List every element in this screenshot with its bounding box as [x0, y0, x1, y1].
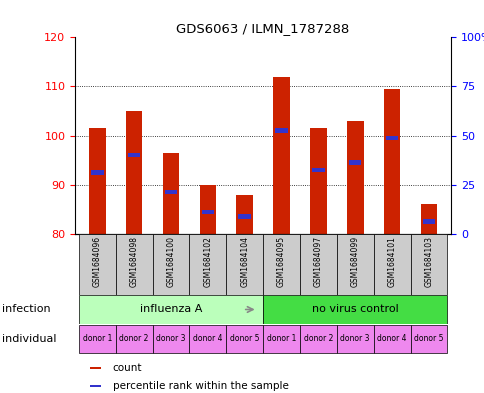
Bar — [383, 89, 400, 234]
Text: GSM1684103: GSM1684103 — [424, 236, 433, 286]
Text: no virus control: no virus control — [311, 305, 398, 314]
Text: donor 2: donor 2 — [303, 334, 333, 343]
Bar — [189, 234, 226, 295]
Bar — [409, 325, 446, 353]
Bar — [128, 153, 140, 158]
Bar — [199, 185, 216, 234]
Bar — [162, 153, 179, 234]
Text: percentile rank within the sample: percentile rank within the sample — [112, 381, 288, 391]
Bar — [116, 234, 152, 295]
Text: individual: individual — [2, 334, 57, 344]
Bar — [226, 325, 262, 353]
Text: donor 4: donor 4 — [193, 334, 222, 343]
Bar — [236, 195, 253, 234]
Bar — [89, 128, 106, 234]
Bar — [312, 168, 324, 172]
Bar — [90, 385, 101, 387]
Text: GSM1684101: GSM1684101 — [387, 236, 396, 286]
Bar — [152, 325, 189, 353]
Text: donor 4: donor 4 — [377, 334, 406, 343]
Bar — [299, 234, 336, 295]
Bar — [189, 325, 226, 353]
Bar — [262, 325, 299, 353]
Text: donor 5: donor 5 — [229, 334, 259, 343]
Bar — [309, 128, 326, 234]
Bar — [409, 234, 446, 295]
Bar — [346, 121, 363, 234]
Text: donor 1: donor 1 — [266, 334, 296, 343]
Bar — [201, 209, 213, 214]
Bar — [79, 296, 262, 324]
Text: donor 1: donor 1 — [82, 334, 112, 343]
Text: GSM1684096: GSM1684096 — [92, 236, 102, 287]
Text: influenza A: influenza A — [139, 305, 202, 314]
Bar — [420, 204, 437, 234]
Text: donor 5: donor 5 — [413, 334, 443, 343]
Text: GSM1684098: GSM1684098 — [129, 236, 138, 286]
Bar — [238, 215, 250, 219]
Bar — [125, 111, 142, 234]
Bar — [262, 296, 446, 324]
Text: GSM1684095: GSM1684095 — [276, 236, 286, 287]
Bar — [373, 325, 409, 353]
Bar — [348, 160, 361, 165]
Text: GSM1684102: GSM1684102 — [203, 236, 212, 286]
Bar — [152, 234, 189, 295]
Text: count: count — [112, 363, 142, 373]
Bar — [90, 367, 101, 369]
Bar — [91, 170, 103, 174]
Bar — [79, 325, 116, 353]
Bar — [373, 234, 409, 295]
Bar — [385, 136, 397, 140]
Bar — [226, 234, 262, 295]
Bar — [336, 234, 373, 295]
Bar — [79, 234, 116, 295]
Bar — [299, 325, 336, 353]
Text: infection: infection — [2, 305, 51, 314]
Bar — [165, 190, 177, 194]
Bar — [116, 325, 152, 353]
Bar — [336, 325, 373, 353]
Text: GSM1684100: GSM1684100 — [166, 236, 175, 286]
Bar — [272, 77, 289, 234]
Bar — [262, 234, 299, 295]
Text: GSM1684099: GSM1684099 — [350, 236, 359, 287]
Text: donor 3: donor 3 — [156, 334, 185, 343]
Bar — [422, 219, 434, 224]
Title: GDS6063 / ILMN_1787288: GDS6063 / ILMN_1787288 — [176, 22, 349, 35]
Text: donor 2: donor 2 — [119, 334, 149, 343]
Text: GSM1684097: GSM1684097 — [313, 236, 322, 287]
Text: GSM1684104: GSM1684104 — [240, 236, 249, 286]
Bar — [275, 129, 287, 133]
Text: donor 3: donor 3 — [340, 334, 369, 343]
